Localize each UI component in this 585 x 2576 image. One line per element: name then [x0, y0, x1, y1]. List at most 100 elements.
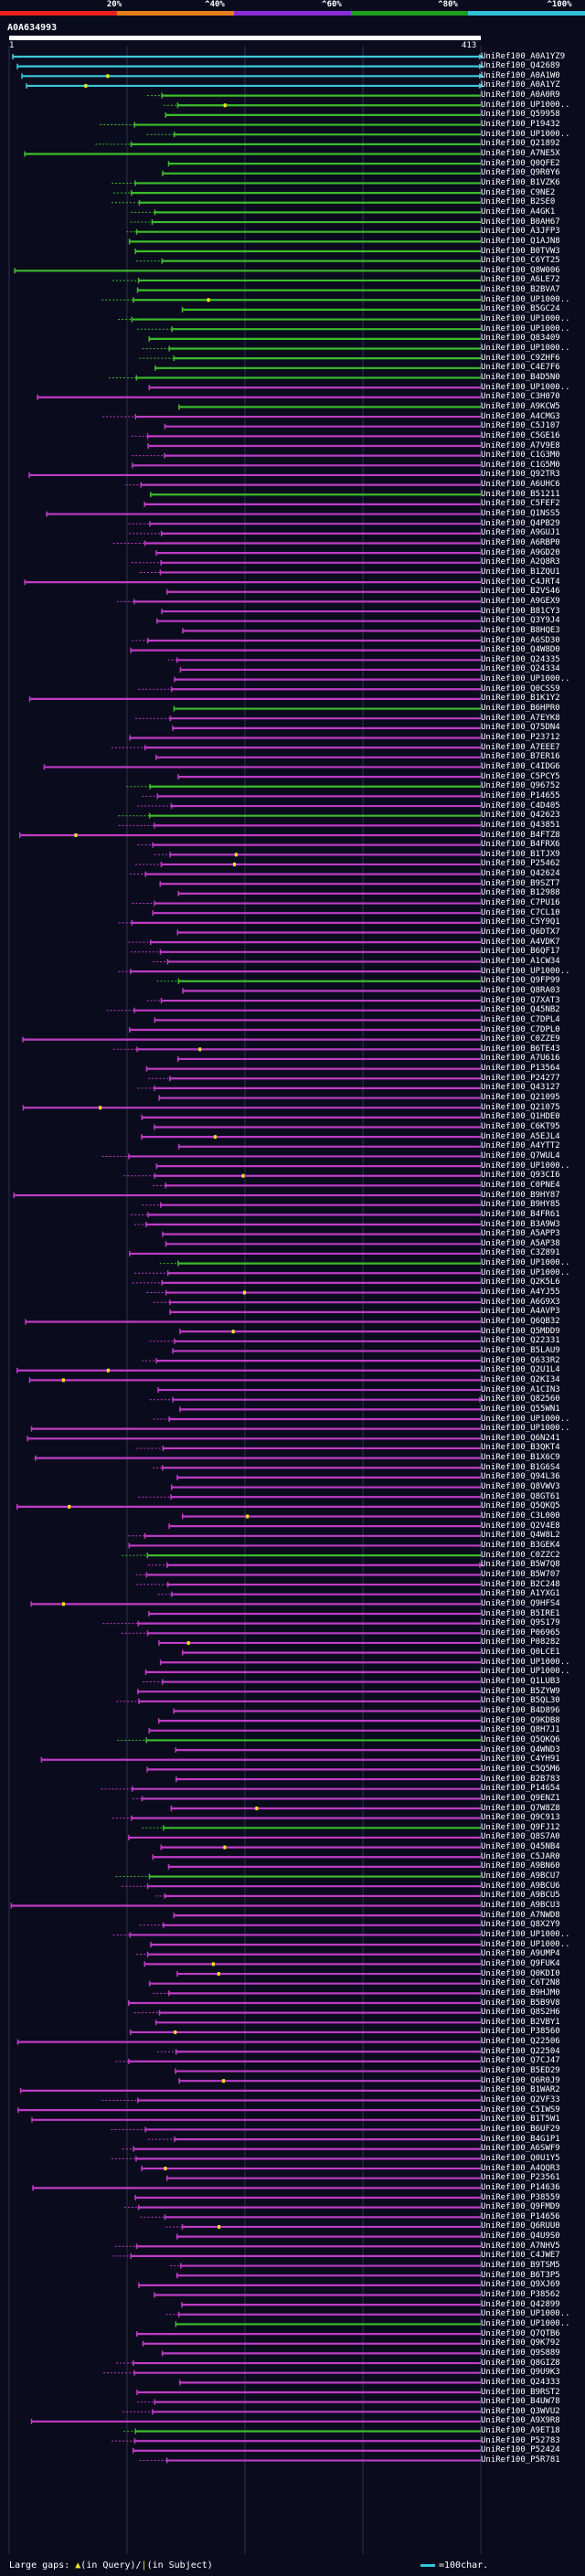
hit-label-link[interactable]: UniRef100_A0A1W0	[481, 70, 560, 80]
hit-label-link[interactable]: UniRef100_UP1000..	[481, 2309, 570, 2319]
hit-label-link[interactable]: UniRef100_P38559	[481, 2192, 560, 2202]
hit-label-link[interactable]: UniRef100_P38562	[481, 2290, 560, 2299]
hit-label-link[interactable]: UniRef100_B6TE43	[481, 1044, 560, 1054]
hit-label-link[interactable]: UniRef100_A1CW34	[481, 956, 560, 966]
hit-label-link[interactable]: UniRef100_A9BCU7	[481, 1871, 560, 1882]
hit-label-link[interactable]: UniRef100_C3Z891	[481, 1248, 560, 1258]
hit-label-link[interactable]: UniRef100_Q2V4E8	[481, 1521, 560, 1531]
hit-label-link[interactable]: UniRef100_A4YJ55	[481, 1288, 560, 1298]
hit-label-link[interactable]: UniRef100_B7ER16	[481, 752, 560, 762]
hit-label-link[interactable]: UniRef100_A9X9R8	[481, 2416, 560, 2426]
hit-label-link[interactable]: UniRef100_C7PU16	[481, 898, 560, 908]
hit-label-link[interactable]: UniRef100_UP1000..	[481, 294, 570, 304]
hit-label-link[interactable]: UniRef100_Q7QTB6	[481, 2328, 560, 2338]
hit-label-link[interactable]: UniRef100_P38560	[481, 2027, 560, 2037]
hit-label-link[interactable]: UniRef100_Q9U9K3	[481, 2368, 560, 2378]
hit-label-link[interactable]: UniRef100_Q45NB4	[481, 1842, 560, 1852]
hit-label-link[interactable]: UniRef100_Q42623	[481, 811, 560, 821]
hit-label-link[interactable]: UniRef100_Q21095	[481, 1093, 560, 1103]
hit-label-link[interactable]: UniRef100_Q6R0J9	[481, 2075, 560, 2085]
hit-label-link[interactable]: UniRef100_C7CL10	[481, 907, 560, 917]
hit-label-link[interactable]: UniRef100_P14656	[481, 2211, 560, 2221]
hit-label-link[interactable]: UniRef100_Q9KDB8	[481, 1715, 560, 1725]
hit-label-link[interactable]: UniRef100_B6QF17	[481, 947, 560, 957]
hit-label-link[interactable]: UniRef100_P25462	[481, 859, 560, 869]
hit-label-link[interactable]: UniRef100_P52783	[481, 2435, 560, 2445]
hit-label-link[interactable]: UniRef100_B5ED29	[481, 2066, 560, 2076]
hit-label-link[interactable]: UniRef100_UP1000..	[481, 382, 570, 392]
hit-label-link[interactable]: UniRef100_B5IRE1	[481, 1608, 560, 1618]
hit-label-link[interactable]: UniRef100_Q42624	[481, 869, 560, 879]
hit-label-link[interactable]: UniRef100_A9UMP4	[481, 1949, 560, 1959]
hit-label-link[interactable]: UniRef100_B6T3P5	[481, 2270, 560, 2280]
hit-label-link[interactable]: UniRef100_B5ZYW9	[481, 1686, 560, 1696]
hit-label-link[interactable]: UniRef100_C3L000	[481, 1511, 560, 1521]
hit-label-link[interactable]: UniRef100_B2SE0	[481, 197, 556, 207]
hit-label-link[interactable]: UniRef100_B0AH67	[481, 217, 560, 227]
hit-label-link[interactable]: UniRef100_P13564	[481, 1064, 560, 1074]
hit-label-link[interactable]: UniRef100_Q7CJ47	[481, 2056, 560, 2066]
hit-label-link[interactable]: UniRef100_Q633R2	[481, 1355, 560, 1365]
hit-label-link[interactable]: UniRef100_UP1000..	[481, 966, 570, 976]
hit-label-link[interactable]: UniRef100_A9GEX9	[481, 596, 560, 606]
hit-label-link[interactable]: UniRef100_UP1000..	[481, 344, 570, 353]
hit-label-link[interactable]: UniRef100_Q8S2H6	[481, 2008, 560, 2018]
hit-label-link[interactable]: UniRef100_UP1000..	[481, 100, 570, 110]
hit-label-link[interactable]: UniRef100_A7EEE7	[481, 742, 560, 752]
hit-label-link[interactable]: UniRef100_C5Y9Q1	[481, 917, 560, 928]
hit-label-link[interactable]: UniRef100_Q43851	[481, 820, 560, 830]
hit-label-link[interactable]: UniRef100_Q45NB2	[481, 1005, 560, 1015]
hit-label-link[interactable]: UniRef100_A4VDK7	[481, 937, 560, 947]
hit-label-link[interactable]: UniRef100_Q94L36	[481, 1472, 560, 1482]
hit-label-link[interactable]: UniRef100_Q9FMD9	[481, 2202, 560, 2212]
hit-label-link[interactable]: UniRef100_Q9FJ12	[481, 1822, 560, 1832]
hit-label-link[interactable]: UniRef100_A4GK1	[481, 207, 556, 217]
hit-label-link[interactable]: UniRef100_B4D896	[481, 1706, 560, 1715]
hit-label-link[interactable]: UniRef100_Q55WN1	[481, 1404, 560, 1414]
hit-label-link[interactable]: UniRef100_C4D405	[481, 800, 560, 811]
hit-label-link[interactable]: UniRef100_Q6QB32	[481, 1317, 560, 1326]
hit-label-link[interactable]: UniRef100_P14655	[481, 790, 560, 800]
hit-label-link[interactable]: UniRef100_A9BN60	[481, 1861, 560, 1871]
hit-label-link[interactable]: UniRef100_B1K1Y2	[481, 694, 560, 704]
hit-label-link[interactable]: UniRef100_B9HY85	[481, 1200, 560, 1210]
hit-label-link[interactable]: UniRef100_A5APP3	[481, 1229, 560, 1239]
hit-label-link[interactable]: UniRef100_B1WAR2	[481, 2085, 560, 2095]
hit-label-link[interactable]: UniRef100_P14654	[481, 1784, 560, 1794]
hit-label-link[interactable]: UniRef100_Q7WUL4	[481, 1150, 560, 1161]
hit-label-link[interactable]: UniRef100_B1T5W1	[481, 2115, 560, 2125]
hit-label-link[interactable]: UniRef100_Q8VWV3	[481, 1482, 560, 1492]
hit-label-link[interactable]: UniRef100_Q75DN4	[481, 723, 560, 733]
hit-label-link[interactable]: UniRef100_Q2K5L6	[481, 1277, 560, 1288]
hit-label-link[interactable]: UniRef100_UP1000..	[481, 2318, 570, 2328]
hit-label-link[interactable]: UniRef100_UP1000..	[481, 1939, 570, 1949]
hit-label-link[interactable]: UniRef100_A5EJL4	[481, 1131, 560, 1141]
hit-label-link[interactable]: UniRef100_Q4U9S0	[481, 2231, 560, 2242]
hit-label-link[interactable]: UniRef100_B4G1P1	[481, 2134, 560, 2144]
hit-label-link[interactable]: UniRef100_B9HY87	[481, 1190, 560, 1200]
hit-label-link[interactable]: UniRef100_C5PCY5	[481, 771, 560, 781]
hit-label-link[interactable]: UniRef100_B51211	[481, 489, 560, 499]
hit-label-link[interactable]: UniRef100_B1VZK6	[481, 177, 560, 187]
hit-label-link[interactable]: UniRef100_B81CY3	[481, 606, 560, 616]
hit-label-link[interactable]: UniRef100_C5FEF2	[481, 499, 560, 509]
hit-label-link[interactable]: UniRef100_C4YH91	[481, 1754, 560, 1765]
hit-label-link[interactable]: UniRef100_Q24333	[481, 2377, 560, 2387]
hit-label-link[interactable]: UniRef100_C5Q5M6	[481, 1764, 560, 1774]
hit-label-link[interactable]: UniRef100_A4CMG3	[481, 411, 560, 421]
hit-label-link[interactable]: UniRef100_Q2KI34	[481, 1374, 560, 1384]
hit-label-link[interactable]: UniRef100_C9NE2	[481, 187, 556, 197]
hit-label-link[interactable]: UniRef100_B3GEK4	[481, 1540, 560, 1550]
hit-label-link[interactable]: UniRef100_Q8GT61	[481, 1491, 560, 1501]
hit-label-link[interactable]: UniRef100_B1TJX9	[481, 849, 560, 859]
hit-label-link[interactable]: UniRef100_B2BVA7	[481, 285, 560, 295]
hit-label-link[interactable]: UniRef100_A1CIN3	[481, 1384, 560, 1394]
hit-label-link[interactable]: UniRef100_P19432	[481, 120, 560, 130]
hit-label-link[interactable]: UniRef100_Q9S179	[481, 1618, 560, 1628]
hit-label-link[interactable]: UniRef100_A7V9E8	[481, 440, 560, 451]
hit-label-link[interactable]: UniRef100_UP1000..	[481, 1929, 570, 1939]
hit-label-link[interactable]: UniRef100_P5R781	[481, 2455, 560, 2465]
hit-label-link[interactable]: UniRef100_Q24335	[481, 654, 560, 664]
hit-label-link[interactable]: UniRef100_A6LE72	[481, 275, 560, 285]
hit-label-link[interactable]: UniRef100_Q8S7A0	[481, 1832, 560, 1842]
